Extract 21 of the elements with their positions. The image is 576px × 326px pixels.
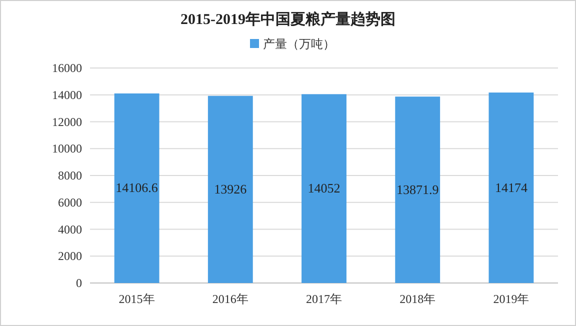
- y-tick-label: 10000: [52, 142, 82, 156]
- y-tick-label: 6000: [58, 195, 82, 210]
- x-tick-label: 2015年: [118, 292, 155, 306]
- x-tick-label: 2018年: [400, 292, 436, 306]
- x-tick-label: 2017年: [306, 292, 342, 306]
- data-label: 14106.6: [116, 180, 158, 196]
- data-label: 13871.9: [396, 182, 439, 197]
- x-tick-label: 2019年: [493, 292, 530, 306]
- y-tick-label: 2000: [58, 249, 82, 264]
- y-tick-label: 8000: [58, 168, 82, 182]
- legend-label: 产量（万吨）: [263, 37, 335, 51]
- y-tick-label: 0: [76, 276, 82, 290]
- chart-title: 2015-2019年中国夏粮产量趋势图: [180, 11, 396, 28]
- y-tick-label: 16000: [52, 61, 82, 75]
- x-tick-label: 2016年: [212, 292, 248, 306]
- data-label: 14174: [494, 180, 528, 195]
- data-label: 13926: [214, 181, 248, 196]
- y-tick-label: 12000: [52, 114, 82, 129]
- y-tick-label: 4000: [58, 222, 82, 236]
- data-label: 14052: [308, 180, 340, 196]
- y-tick-label: 14000: [52, 88, 82, 102]
